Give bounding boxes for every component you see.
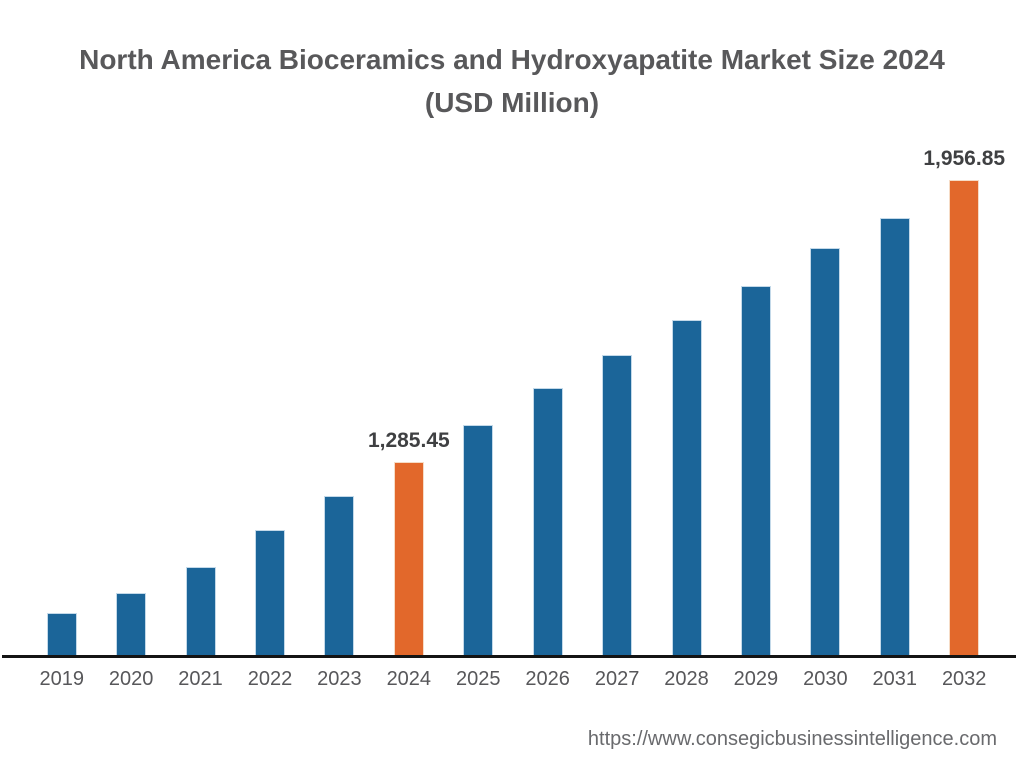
bar-slot-2025 bbox=[444, 153, 513, 657]
bar-2028 bbox=[671, 320, 702, 657]
bar-slot-2023 bbox=[305, 153, 374, 657]
value-label-2024: 1,285.45 bbox=[367, 429, 450, 452]
bar-slot-2028 bbox=[652, 153, 721, 657]
tick-2031: 2031 bbox=[872, 668, 918, 690]
bar-2030 bbox=[810, 248, 841, 657]
tick-2025: 2025 bbox=[455, 668, 501, 690]
bar-slot-2030 bbox=[791, 153, 860, 657]
plot-area: 1,285.45 1,956.85 bbox=[27, 147, 1005, 657]
bar-2027 bbox=[602, 355, 633, 657]
tick-2029: 2029 bbox=[733, 668, 779, 690]
tick-2026: 2026 bbox=[525, 668, 570, 690]
tick-2019: 2019 bbox=[39, 668, 84, 690]
tick-2021: 2021 bbox=[178, 668, 223, 690]
bar-slot-2021 bbox=[166, 153, 235, 657]
chart-title: North America Bioceramics and Hydroxyapa… bbox=[0, 38, 1024, 124]
value-label-2032: 1,956.85 bbox=[923, 147, 1006, 170]
bar-2022 bbox=[254, 530, 285, 657]
tick-2030: 2030 bbox=[803, 668, 848, 690]
tick-2023: 2023 bbox=[317, 668, 362, 690]
tick-2024: 2024 bbox=[386, 668, 432, 690]
bar-slot-2020 bbox=[96, 153, 165, 657]
bar-slot-2027 bbox=[582, 153, 651, 657]
bar-slot-2029 bbox=[721, 153, 790, 657]
bar-2019 bbox=[46, 613, 77, 657]
chart-title-line1: North America Bioceramics and Hydroxyapa… bbox=[79, 44, 945, 75]
bar-2026 bbox=[532, 388, 563, 657]
tick-2027: 2027 bbox=[594, 668, 640, 690]
bar-slot-2031 bbox=[860, 153, 929, 657]
tick-2028: 2028 bbox=[664, 668, 709, 690]
bar-slot-2032: 1,956.85 bbox=[923, 147, 1005, 657]
bar-2029 bbox=[740, 286, 771, 657]
bar-slot-2024: 1,285.45 bbox=[368, 153, 450, 657]
tick-2022: 2022 bbox=[247, 668, 293, 690]
x-axis-line bbox=[2, 655, 1016, 658]
bar-2032 bbox=[949, 180, 980, 657]
bar-slot-2026 bbox=[513, 153, 582, 657]
bar-slot-2019 bbox=[27, 153, 96, 657]
bar-2021 bbox=[185, 567, 216, 657]
source-url: https://www.consegicbusinessintelligence… bbox=[587, 728, 997, 750]
bar-2023 bbox=[324, 496, 355, 657]
x-axis-tick-labels: 2019 2020 2021 2022 2023 2024 2025 2026 2027 2028… bbox=[27, 668, 999, 691]
bar-2020 bbox=[116, 593, 147, 657]
bar-2031 bbox=[879, 218, 910, 657]
bar-2024 bbox=[393, 462, 424, 657]
chart-title-line2: (USD Million) bbox=[424, 87, 600, 118]
bar-2025 bbox=[463, 425, 494, 657]
tick-2020: 2020 bbox=[108, 668, 154, 690]
tick-2032: 2032 bbox=[941, 668, 987, 690]
bar-slot-2022 bbox=[235, 153, 304, 657]
